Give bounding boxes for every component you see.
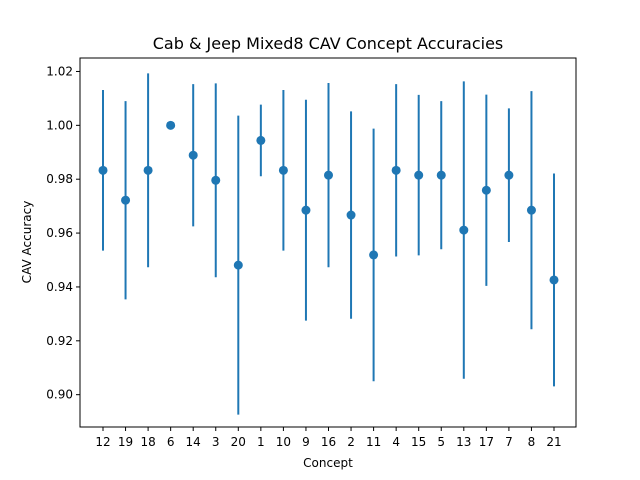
y-tick-label: 1.02 [46, 64, 73, 78]
x-tick-label: 8 [528, 435, 536, 449]
data-point [504, 170, 514, 180]
x-tick-label: 4 [392, 435, 400, 449]
data-point [526, 205, 536, 215]
data-point [166, 120, 176, 130]
x-tick-label: 2 [347, 435, 355, 449]
data-point [481, 185, 491, 195]
x-tick-label: 12 [95, 435, 110, 449]
x-tick-label: 1 [257, 435, 265, 449]
data-point [211, 175, 221, 185]
data-point [278, 165, 288, 175]
data-point [459, 225, 469, 235]
y-tick-label: 0.96 [46, 226, 73, 240]
x-tick-label: 21 [546, 435, 561, 449]
x-tick-label: 18 [140, 435, 155, 449]
x-axis-label: Concept [303, 456, 353, 470]
y-tick-label: 1.00 [46, 118, 73, 132]
x-tick-label: 7 [505, 435, 513, 449]
data-point [188, 150, 198, 160]
chart-title: Cab & Jeep Mixed8 CAV Concept Accuracies [153, 34, 504, 53]
data-point [414, 170, 424, 180]
data-point [143, 165, 153, 175]
data-point [549, 275, 559, 285]
y-tick-label: 0.90 [46, 388, 73, 402]
x-tick-label: 15 [411, 435, 426, 449]
data-point [121, 195, 131, 205]
x-tick-label: 5 [437, 435, 445, 449]
data-point [256, 135, 266, 145]
x-tick-label: 6 [167, 435, 175, 449]
x-tick-label: 13 [456, 435, 471, 449]
y-axis: 0.90 0.92 0.94 0.96 0.98 1.00 1.02 [46, 64, 80, 402]
data-point [391, 165, 401, 175]
data-point [301, 205, 311, 215]
x-axis: 12 19 18 6 14 3 20 1 10 9 16 2 11 4 15 5 13 17 7 8 21 [95, 427, 562, 449]
x-tick-label: 17 [479, 435, 494, 449]
data-point [233, 260, 243, 270]
data-point [346, 210, 356, 220]
x-tick-label: 20 [231, 435, 246, 449]
x-tick-label: 16 [321, 435, 336, 449]
x-tick-label: 19 [118, 435, 133, 449]
x-tick-label: 11 [366, 435, 381, 449]
x-tick-label: 14 [186, 435, 201, 449]
plot-area [98, 73, 559, 415]
y-axis-label: CAV Accuracy [20, 201, 34, 284]
y-tick-label: 0.94 [46, 280, 73, 294]
y-tick-label: 0.92 [46, 334, 73, 348]
plot-frame [79, 57, 577, 428]
x-tick-label: 10 [276, 435, 291, 449]
data-point [436, 170, 446, 180]
y-tick-label: 0.98 [46, 172, 73, 186]
x-tick-label: 3 [212, 435, 220, 449]
x-tick-label: 9 [302, 435, 310, 449]
data-point [324, 170, 333, 180]
data-point [369, 250, 379, 260]
data-point [98, 165, 108, 175]
